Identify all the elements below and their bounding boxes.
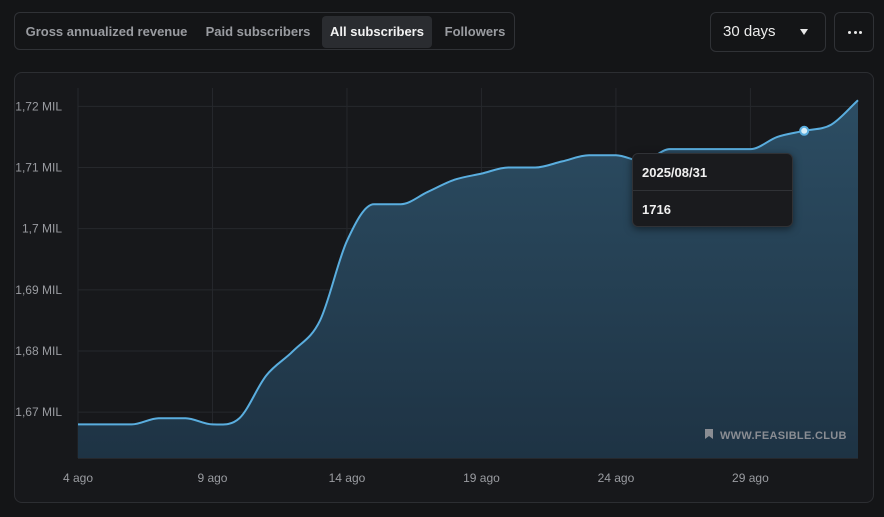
data-point[interactable] — [211, 423, 214, 426]
y-tick-label: 1,68 MIL — [15, 344, 62, 358]
data-point[interactable] — [588, 154, 591, 157]
bookmark-icon — [704, 428, 714, 442]
data-point[interactable] — [507, 166, 510, 169]
more-options-button[interactable] — [834, 12, 874, 52]
y-tick-label: 1,69 MIL — [15, 283, 62, 297]
data-point[interactable] — [130, 423, 133, 426]
data-point[interactable] — [426, 190, 429, 193]
y-tick-label: 1,67 MIL — [15, 405, 62, 419]
x-tick-label: 9 ago — [197, 471, 227, 485]
date-range-select[interactable]: 30 days — [710, 12, 826, 52]
tab-paid-subscribers[interactable]: Paid subscribers — [205, 24, 311, 39]
data-point[interactable] — [668, 148, 671, 151]
x-tick-label: 14 ago — [329, 471, 366, 485]
metric-tabs: Gross annualized revenue Paid subscriber… — [14, 12, 515, 50]
data-point[interactable] — [776, 135, 779, 138]
tooltip-date: 2025/08/31 — [642, 165, 708, 180]
data-point[interactable] — [372, 203, 375, 206]
data-point[interactable] — [749, 148, 752, 151]
data-point[interactable] — [722, 148, 725, 151]
data-point[interactable] — [453, 178, 456, 181]
tab-followers[interactable]: Followers — [444, 24, 506, 39]
data-point[interactable] — [319, 319, 322, 322]
series-line — [78, 99, 859, 426]
data-point[interactable] — [695, 148, 698, 151]
data-point[interactable] — [345, 239, 348, 242]
data-point[interactable] — [238, 417, 241, 420]
x-tick-label: 19 ago — [463, 471, 500, 485]
x-axis: 4 ago 9 ago 14 ago 19 ago 24 ago 29 ago — [63, 471, 769, 485]
data-points — [77, 99, 860, 426]
data-point[interactable] — [830, 123, 833, 126]
data-point[interactable] — [184, 417, 187, 420]
data-point[interactable] — [103, 423, 106, 426]
y-tick-label: 1,71 MIL — [15, 161, 62, 175]
data-point[interactable] — [857, 99, 860, 102]
data-point[interactable] — [292, 349, 295, 352]
data-point[interactable] — [561, 160, 564, 163]
caret-down-icon — [800, 29, 808, 35]
x-tick-label: 4 ago — [63, 471, 93, 485]
data-point[interactable] — [265, 374, 268, 377]
data-point[interactable] — [614, 154, 617, 157]
y-tick-label: 1,72 MIL — [15, 99, 62, 113]
data-point[interactable] — [480, 172, 483, 175]
data-point[interactable] — [157, 417, 160, 420]
y-tick-label: 1,7 MIL — [22, 222, 62, 236]
tooltip-divider — [633, 190, 792, 191]
chart-tooltip: 2025/08/31 1716 — [632, 153, 793, 227]
data-point[interactable] — [534, 166, 537, 169]
watermark: WWW.FEASIBLE.CLUB — [704, 428, 847, 446]
x-tick-label: 24 ago — [598, 471, 635, 485]
y-axis: 1,67 MIL 1,68 MIL 1,69 MIL 1,7 MIL 1,71 MIL 1… — [15, 99, 62, 419]
data-point[interactable] — [399, 203, 402, 206]
highlighted-data-point[interactable] — [799, 125, 810, 136]
data-point[interactable] — [77, 423, 80, 426]
date-range-value: 30 days — [723, 23, 776, 40]
tab-gross-annualized-revenue[interactable]: Gross annualized revenue — [25, 24, 188, 39]
tab-all-subscribers[interactable]: All subscribers — [322, 16, 432, 48]
tooltip-value: 1716 — [642, 202, 671, 217]
watermark-text: WWW.FEASIBLE.CLUB — [720, 430, 847, 442]
x-tick-label: 29 ago — [732, 471, 769, 485]
